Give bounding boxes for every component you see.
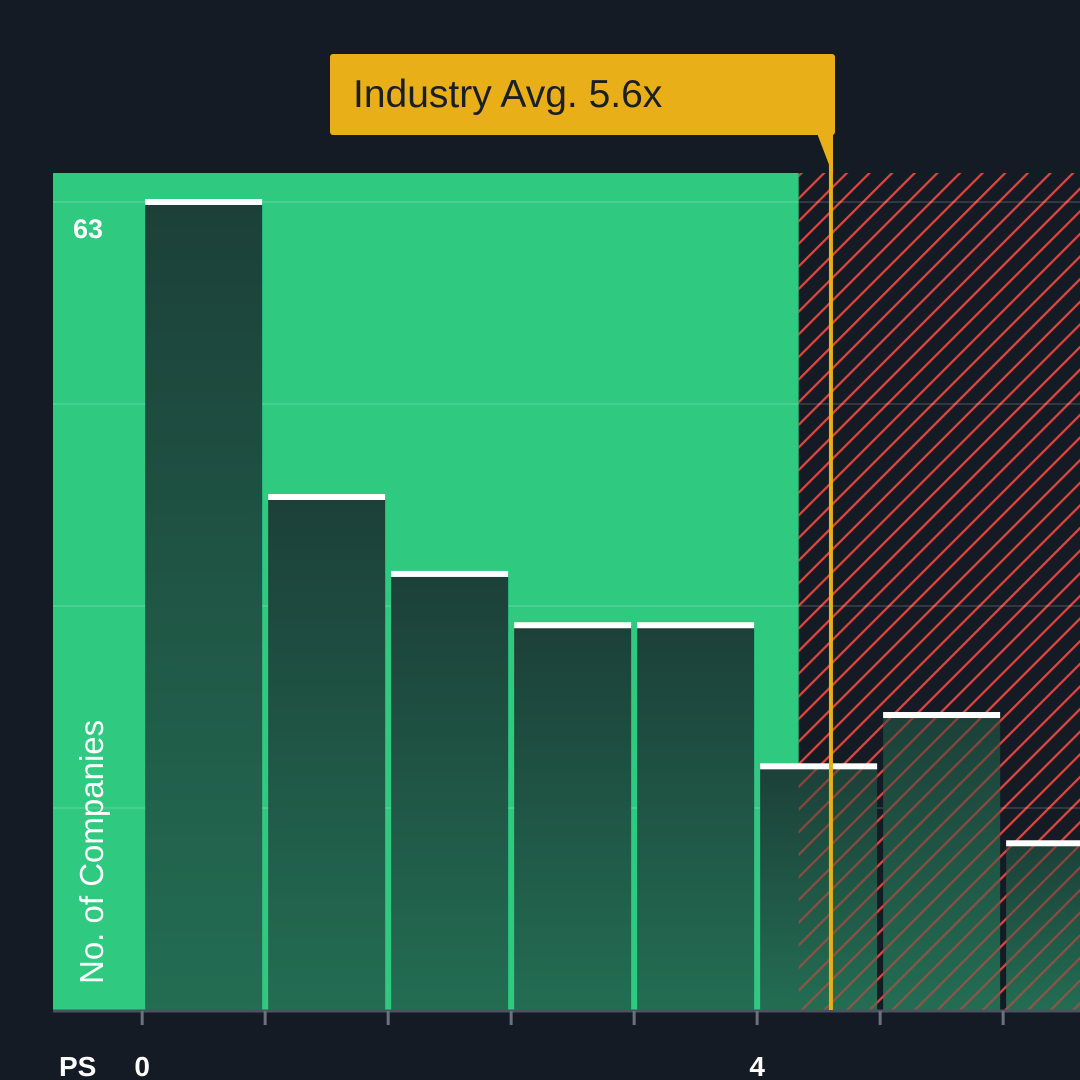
x-axis-label: PS bbox=[59, 1051, 96, 1080]
histogram-bar bbox=[268, 493, 386, 1010]
histogram-bar bbox=[145, 199, 263, 1010]
histogram-bar bbox=[760, 763, 878, 1010]
bar-cap bbox=[391, 570, 509, 577]
bar-cap bbox=[760, 763, 878, 770]
histogram-bar bbox=[1006, 840, 1080, 1010]
industry-average-tooltip: Industry Avg. 5.6x bbox=[330, 54, 835, 135]
histogram-bar bbox=[637, 622, 755, 1010]
tooltip-pointer bbox=[816, 133, 833, 175]
bar-body bbox=[145, 202, 263, 1010]
histogram-bar bbox=[883, 712, 1001, 1010]
bar-cap bbox=[145, 199, 263, 205]
bar-body bbox=[637, 625, 755, 1010]
bar-cap bbox=[637, 622, 755, 629]
y-axis-label: No. of Companies bbox=[73, 720, 110, 984]
y-max-label: 63 bbox=[73, 214, 103, 244]
bar-cap bbox=[1006, 840, 1080, 847]
histogram-bar bbox=[391, 570, 509, 1010]
x-tick-label: 0 bbox=[134, 1051, 150, 1080]
bar-cap bbox=[883, 712, 1001, 719]
x-tick-label: 4 bbox=[749, 1051, 765, 1080]
bar-hatch-overlay bbox=[798, 766, 878, 1010]
bar-body bbox=[268, 496, 386, 1010]
bar-cap bbox=[268, 493, 386, 500]
bar-body bbox=[514, 625, 632, 1010]
histogram-bars bbox=[145, 199, 1080, 1010]
bar-hatch-overlay bbox=[883, 715, 1001, 1010]
bar-hatch-overlay bbox=[1006, 843, 1080, 1010]
bar-cap bbox=[514, 622, 632, 629]
histogram-bar bbox=[514, 622, 632, 1010]
bar-body bbox=[391, 573, 509, 1010]
